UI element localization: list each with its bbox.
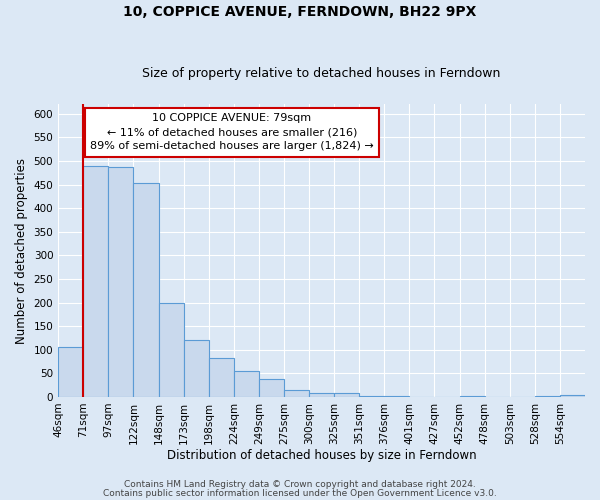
Bar — [109, 166, 133, 397]
Text: 10, COPPICE AVENUE, FERNDOWN, BH22 9PX: 10, COPPICE AVENUE, FERNDOWN, BH22 9PX — [124, 5, 476, 19]
Bar — [359, 396, 385, 397]
Y-axis label: Number of detached properties: Number of detached properties — [15, 158, 28, 344]
Bar — [83, 166, 109, 397]
Text: Contains HM Land Registry data © Crown copyright and database right 2024.: Contains HM Land Registry data © Crown c… — [124, 480, 476, 489]
Bar — [133, 183, 158, 397]
Bar — [535, 396, 560, 397]
Title: Size of property relative to detached houses in Ferndown: Size of property relative to detached ho… — [142, 66, 501, 80]
Bar — [309, 392, 334, 397]
Bar — [58, 348, 83, 397]
Text: 10 COPPICE AVENUE: 79sqm
← 11% of detached houses are smaller (216)
89% of semi-: 10 COPPICE AVENUE: 79sqm ← 11% of detach… — [90, 113, 374, 151]
Bar — [284, 390, 309, 397]
Bar — [209, 358, 234, 397]
Bar — [158, 302, 184, 397]
Bar — [184, 340, 209, 397]
Bar — [385, 396, 409, 397]
Bar — [234, 371, 259, 397]
Text: Contains public sector information licensed under the Open Government Licence v3: Contains public sector information licen… — [103, 488, 497, 498]
Bar — [259, 379, 284, 397]
Bar — [334, 392, 359, 397]
X-axis label: Distribution of detached houses by size in Ferndown: Distribution of detached houses by size … — [167, 450, 476, 462]
Bar — [460, 396, 485, 397]
Bar — [560, 394, 585, 397]
